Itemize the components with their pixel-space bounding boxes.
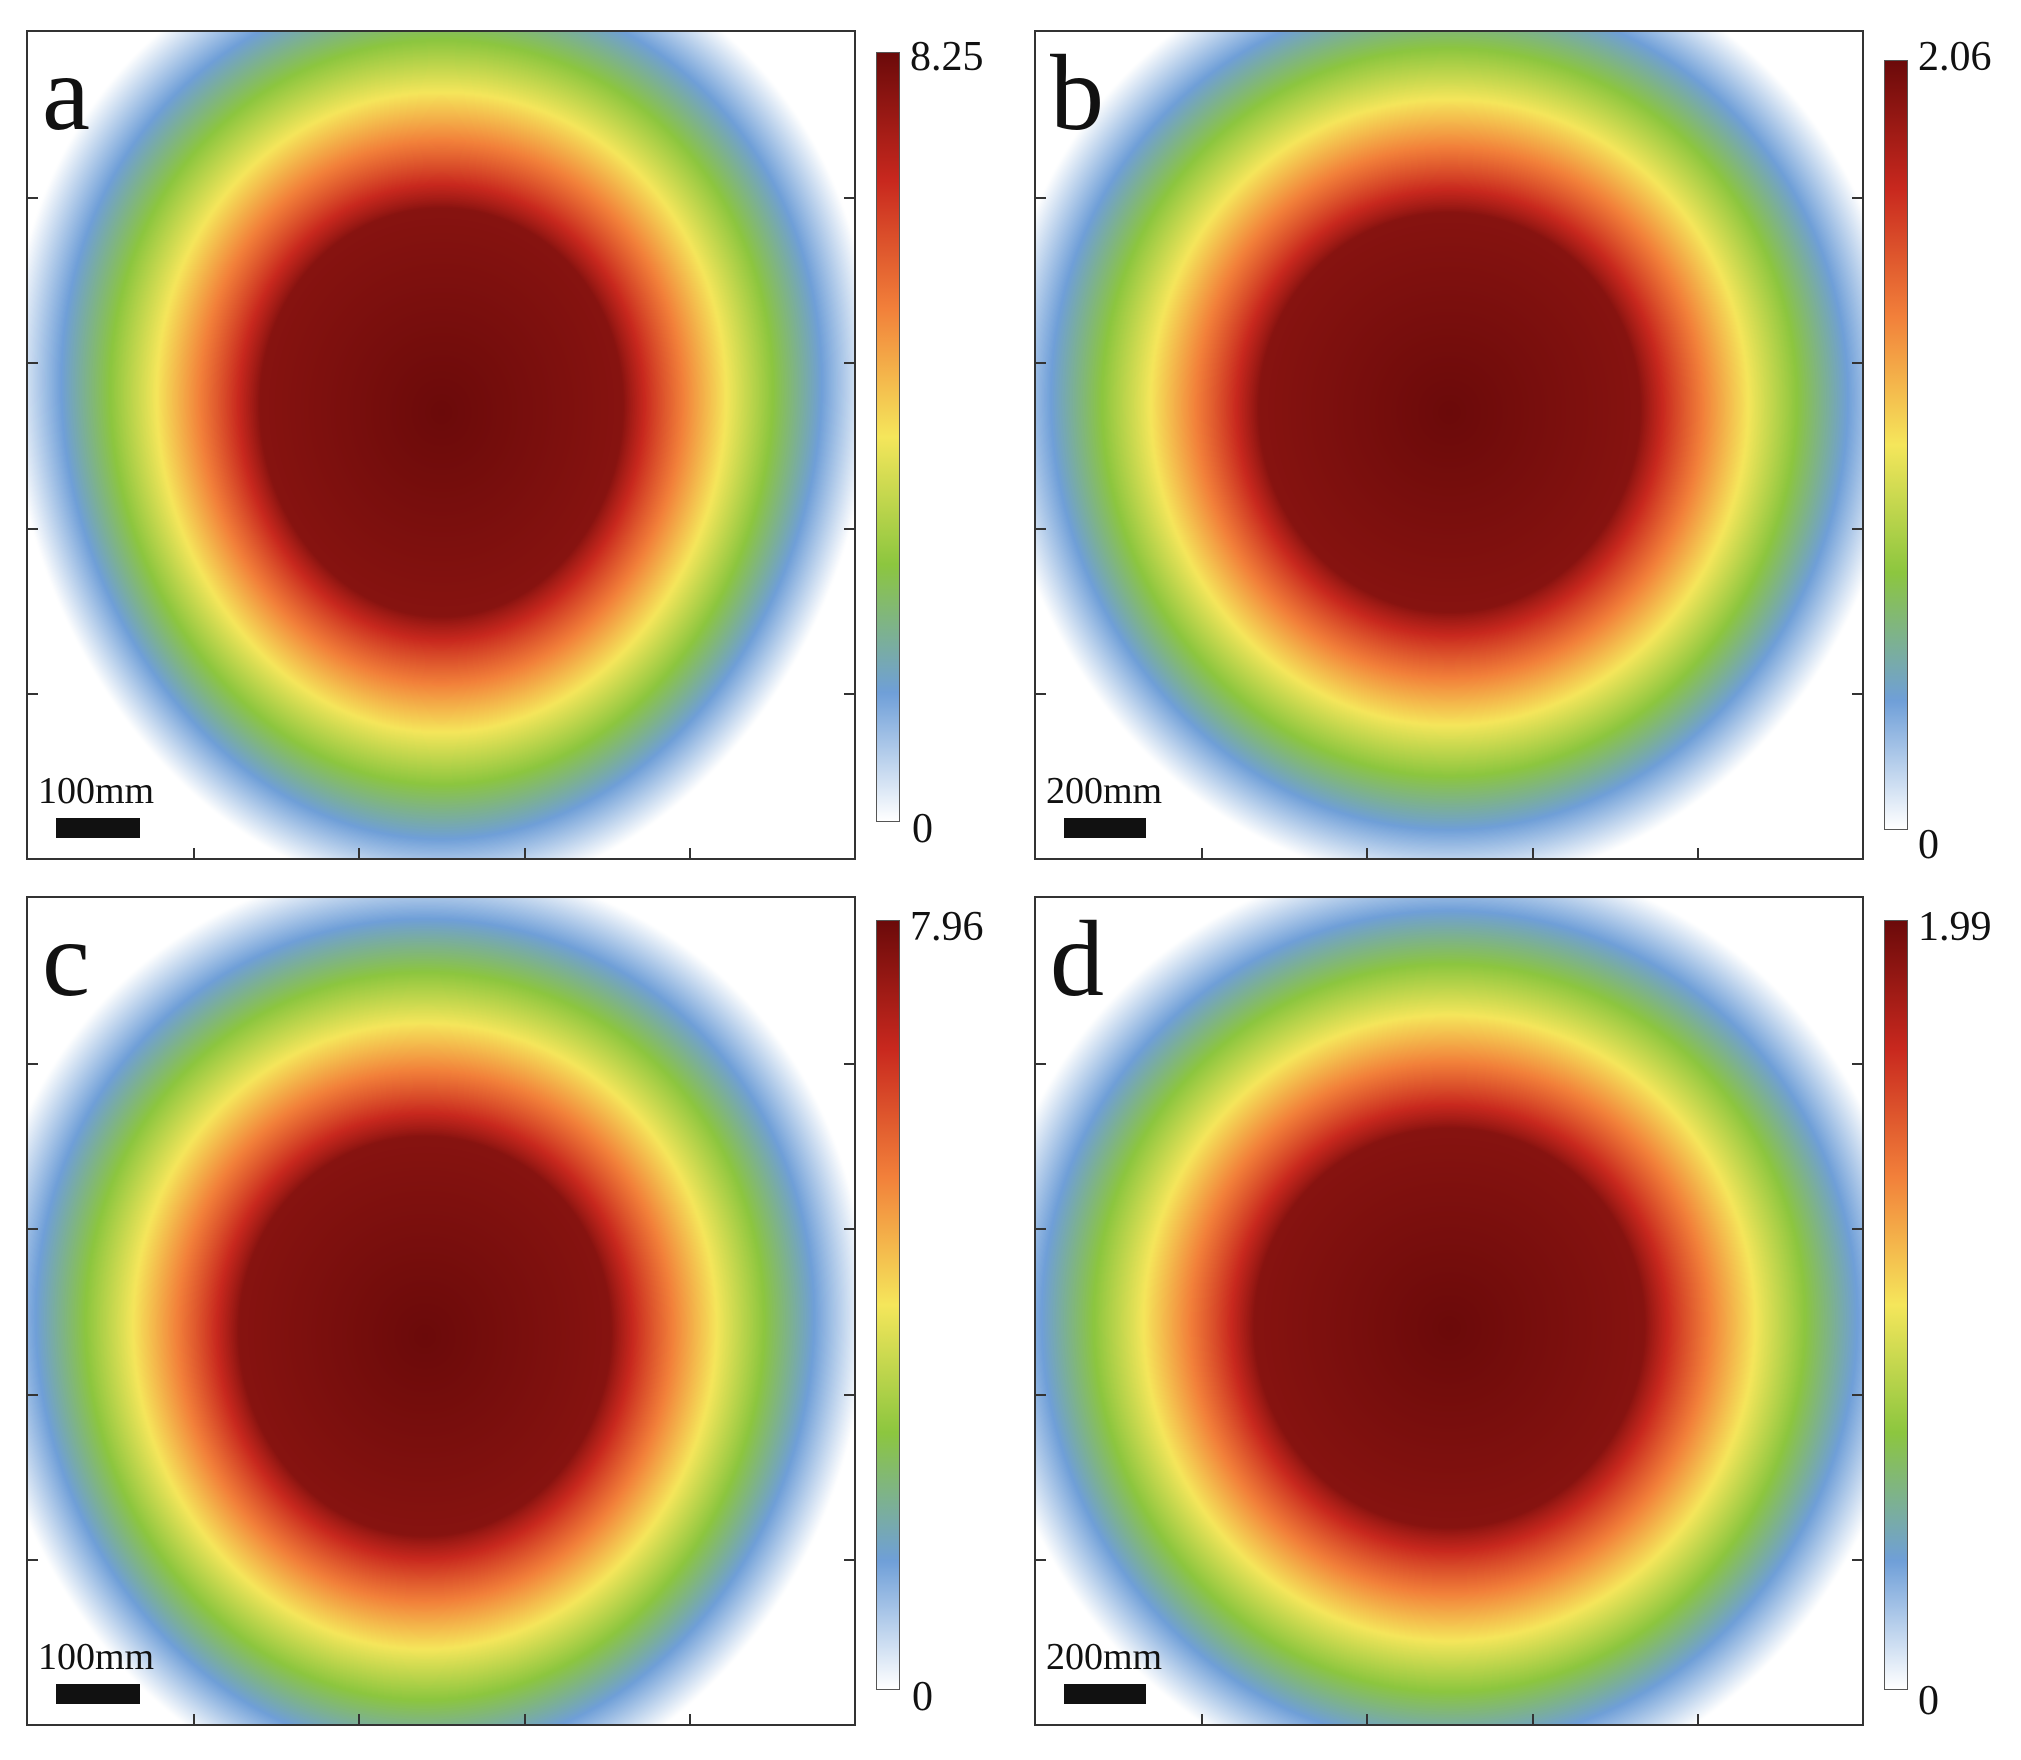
y-axis-tick	[1036, 1228, 1046, 1231]
x-axis-tick	[193, 1714, 196, 1724]
panel-letter-c: c	[42, 900, 90, 1019]
x-axis-tick	[1696, 848, 1699, 858]
y-axis-tick-right	[844, 1063, 854, 1066]
colorbar-min-label-b: 0	[1918, 822, 1939, 868]
y-axis-tick	[1036, 1393, 1046, 1396]
colorbar-min-label-c: 0	[912, 1674, 933, 1720]
colorbar-a	[876, 52, 900, 822]
x-axis-tick	[1696, 1714, 1699, 1724]
x-axis-tick	[1201, 848, 1204, 858]
y-axis-tick-right	[1852, 692, 1862, 695]
y-axis-tick-right	[1852, 362, 1862, 365]
y-axis-tick-right	[844, 362, 854, 365]
heatmap-panel-b: b 200mm	[1034, 30, 1864, 860]
y-axis-tick-right	[1852, 197, 1862, 200]
panel-letter-a: a	[42, 34, 90, 153]
colorbar-d	[1884, 920, 1908, 1690]
y-axis-tick-right	[1852, 527, 1862, 530]
y-axis-tick	[28, 1558, 38, 1561]
y-axis-tick	[28, 692, 38, 695]
heatmap-c	[28, 898, 854, 1724]
scale-bar-label-c: 100mm	[38, 1636, 155, 1678]
y-axis-tick	[1036, 197, 1046, 200]
x-axis-tick	[358, 848, 361, 858]
heatmap-b	[1036, 32, 1862, 858]
scale-bar-d	[1064, 1684, 1146, 1704]
y-axis-tick	[28, 1393, 38, 1396]
colorbar-min-label-a: 0	[912, 806, 933, 852]
y-axis-tick	[28, 197, 38, 200]
colorbar-max-label-a: 8.25	[910, 34, 984, 80]
x-axis-tick	[193, 848, 196, 858]
x-axis-tick	[523, 1714, 526, 1724]
y-axis-tick-right	[844, 1228, 854, 1231]
y-axis-tick	[28, 1228, 38, 1231]
y-axis-tick	[1036, 692, 1046, 695]
scale-bar-a	[56, 818, 140, 838]
colorbar-c	[876, 920, 900, 1690]
heatmap-panel-c: c 100mm	[26, 896, 856, 1726]
heatmap-d	[1036, 898, 1862, 1724]
heatmap-panel-d: d 200mm	[1034, 896, 1864, 1726]
x-axis-tick	[523, 848, 526, 858]
y-axis-tick-right	[1852, 1558, 1862, 1561]
y-axis-tick-right	[844, 692, 854, 695]
x-axis-tick	[1366, 1714, 1369, 1724]
scale-bar-c	[56, 1684, 140, 1704]
x-axis-tick	[1531, 848, 1534, 858]
colorbar-max-label-d: 1.99	[1918, 904, 1992, 950]
y-axis-tick-right	[1852, 1393, 1862, 1396]
y-axis-tick	[1036, 362, 1046, 365]
panel-letter-d: d	[1050, 900, 1104, 1019]
colorbar-min-label-d: 0	[1918, 1678, 1939, 1724]
scale-bar-label-d: 200mm	[1046, 1636, 1163, 1678]
y-axis-tick-right	[1852, 1228, 1862, 1231]
x-axis-tick	[688, 848, 691, 858]
y-axis-tick-right	[844, 1558, 854, 1561]
panel-letter-b: b	[1050, 34, 1104, 153]
y-axis-tick-right	[844, 197, 854, 200]
scale-bar-label-b: 200mm	[1046, 770, 1163, 812]
scale-bar-label-a: 100mm	[38, 770, 155, 812]
scale-bar-b	[1064, 818, 1146, 838]
x-axis-tick	[1366, 848, 1369, 858]
colorbar-max-label-b: 2.06	[1918, 34, 1992, 80]
y-axis-tick	[1036, 527, 1046, 530]
colorbar-max-label-c: 7.96	[910, 904, 984, 950]
y-axis-tick	[1036, 1063, 1046, 1066]
y-axis-tick-right	[844, 527, 854, 530]
x-axis-tick	[1531, 1714, 1534, 1724]
heatmap-panel-a: a 100mm	[26, 30, 856, 860]
y-axis-tick-right	[1852, 1063, 1862, 1066]
x-axis-tick	[1201, 1714, 1204, 1724]
y-axis-tick	[1036, 1558, 1046, 1561]
y-axis-tick	[28, 362, 38, 365]
y-axis-tick	[28, 527, 38, 530]
y-axis-tick	[28, 1063, 38, 1066]
x-axis-tick	[688, 1714, 691, 1724]
x-axis-tick	[358, 1714, 361, 1724]
y-axis-tick-right	[844, 1393, 854, 1396]
heatmap-a	[28, 32, 854, 858]
colorbar-b	[1884, 60, 1908, 830]
